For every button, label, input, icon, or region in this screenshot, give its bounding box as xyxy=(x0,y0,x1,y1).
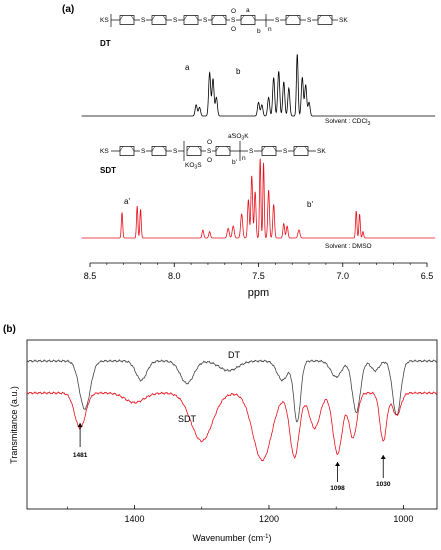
dt-peak-a-label: a xyxy=(185,63,190,72)
ir-annotation-label: 1098 xyxy=(330,485,345,492)
ir-x-axis: 1400 1200 1000 Wavenumber (cm-1) Transmitanc… xyxy=(9,386,413,543)
dt-o-2: O xyxy=(231,26,236,33)
sdt-solvent: Solvent : DMSO xyxy=(325,243,372,250)
panel-a-label: (a) xyxy=(62,4,74,15)
dt-end-right: SK xyxy=(339,17,348,24)
nmr-series-sdt xyxy=(81,158,436,239)
dt-sub-a: a xyxy=(246,7,250,14)
ir-annotation-label: 1030 xyxy=(376,481,391,488)
ir-x-axis-label: Wavenumber (cm-1) xyxy=(192,533,271,543)
sdt-sub-n: n xyxy=(242,155,246,162)
sdt-peak-b-label: b' xyxy=(307,200,313,209)
sdt-name: SDT xyxy=(100,166,116,175)
sdt-o-2: O xyxy=(207,157,212,164)
nmr-tick-label: 7.5 xyxy=(252,271,265,281)
dt-s-1: S xyxy=(141,17,146,24)
ir-plot-area: DT SDT 1481 1098 1030 xyxy=(26,350,438,492)
ir-annotation-arrowhead xyxy=(335,462,341,466)
nmr-tick-label: 8.5 xyxy=(84,271,97,281)
sdt-sub-a: a' xyxy=(228,133,233,140)
nmr-series-dt xyxy=(81,54,436,117)
sdt-s-2: S xyxy=(173,148,178,155)
dt-sub-n: n xyxy=(268,26,272,33)
ir-annotation-label: 1481 xyxy=(73,452,88,459)
dt-s-2: S xyxy=(173,17,178,24)
sdt-s-1: S xyxy=(141,148,146,155)
dt-sub-b: b xyxy=(257,28,261,35)
sdt-o-1: O xyxy=(207,139,212,146)
nmr-tick-label: 8.0 xyxy=(168,271,181,281)
ir-series-label-sdt: SDT xyxy=(178,414,197,424)
sdt-ko3s: KO3S xyxy=(185,162,202,171)
ir-tick-label: 1000 xyxy=(393,514,413,524)
dt-s-6: S xyxy=(307,17,312,24)
sdt-s-5: S xyxy=(283,148,288,155)
dt-end-left: KS xyxy=(100,17,109,24)
sdt-s-3: S xyxy=(207,148,212,155)
nmr-x-axis-label: ppm xyxy=(248,287,269,299)
nmr-tick-label: 6.5 xyxy=(421,271,434,281)
dt-structure: KS S S S S O O a b n S S SK xyxy=(100,7,348,48)
dt-s-5: S xyxy=(275,17,280,24)
dt-peak-b-label: b xyxy=(236,67,241,76)
ir-plot-frame xyxy=(26,339,438,510)
sdt-so3k: SO3K xyxy=(232,133,249,142)
nmr-tick-label: 7.0 xyxy=(336,271,349,281)
dt-name: DT xyxy=(100,39,111,48)
nmr-x-axis: 8.5 8.0 7.5 7.0 6.5 ppm xyxy=(84,262,434,299)
sdt-s-4: S xyxy=(249,148,254,155)
nmr-dt-spectrum xyxy=(81,54,436,117)
ir-tick-label: 1200 xyxy=(259,514,279,524)
dt-s-3: S xyxy=(203,17,208,24)
dt-solvent: Solvent : CDCl3 xyxy=(325,118,371,127)
nmr-sdt-spectrum xyxy=(81,158,436,239)
dt-s-4: S xyxy=(231,17,236,24)
sdt-peak-a-label: a' xyxy=(124,197,130,206)
sdt-end-right: SK xyxy=(317,148,326,155)
ir-tick-label: 1400 xyxy=(125,514,145,524)
ir-series-dt xyxy=(26,359,438,423)
ir-annotation-arrowhead xyxy=(77,423,83,427)
ir-series-sdt xyxy=(26,391,438,462)
sdt-sub-b: b' xyxy=(232,159,237,166)
ir-series-label-dt: DT xyxy=(228,350,240,360)
ir-annotation-arrowhead xyxy=(380,455,386,459)
sdt-structure: KS S S KO3S S O O a' SO3K b' n S S SK S xyxy=(100,133,326,175)
dt-o-1: O xyxy=(231,8,236,15)
sdt-end-left: KS xyxy=(100,148,109,155)
ir-y-axis-label: Transmitance (a.u.) xyxy=(9,386,19,464)
panel-b-label: (b) xyxy=(3,324,16,335)
